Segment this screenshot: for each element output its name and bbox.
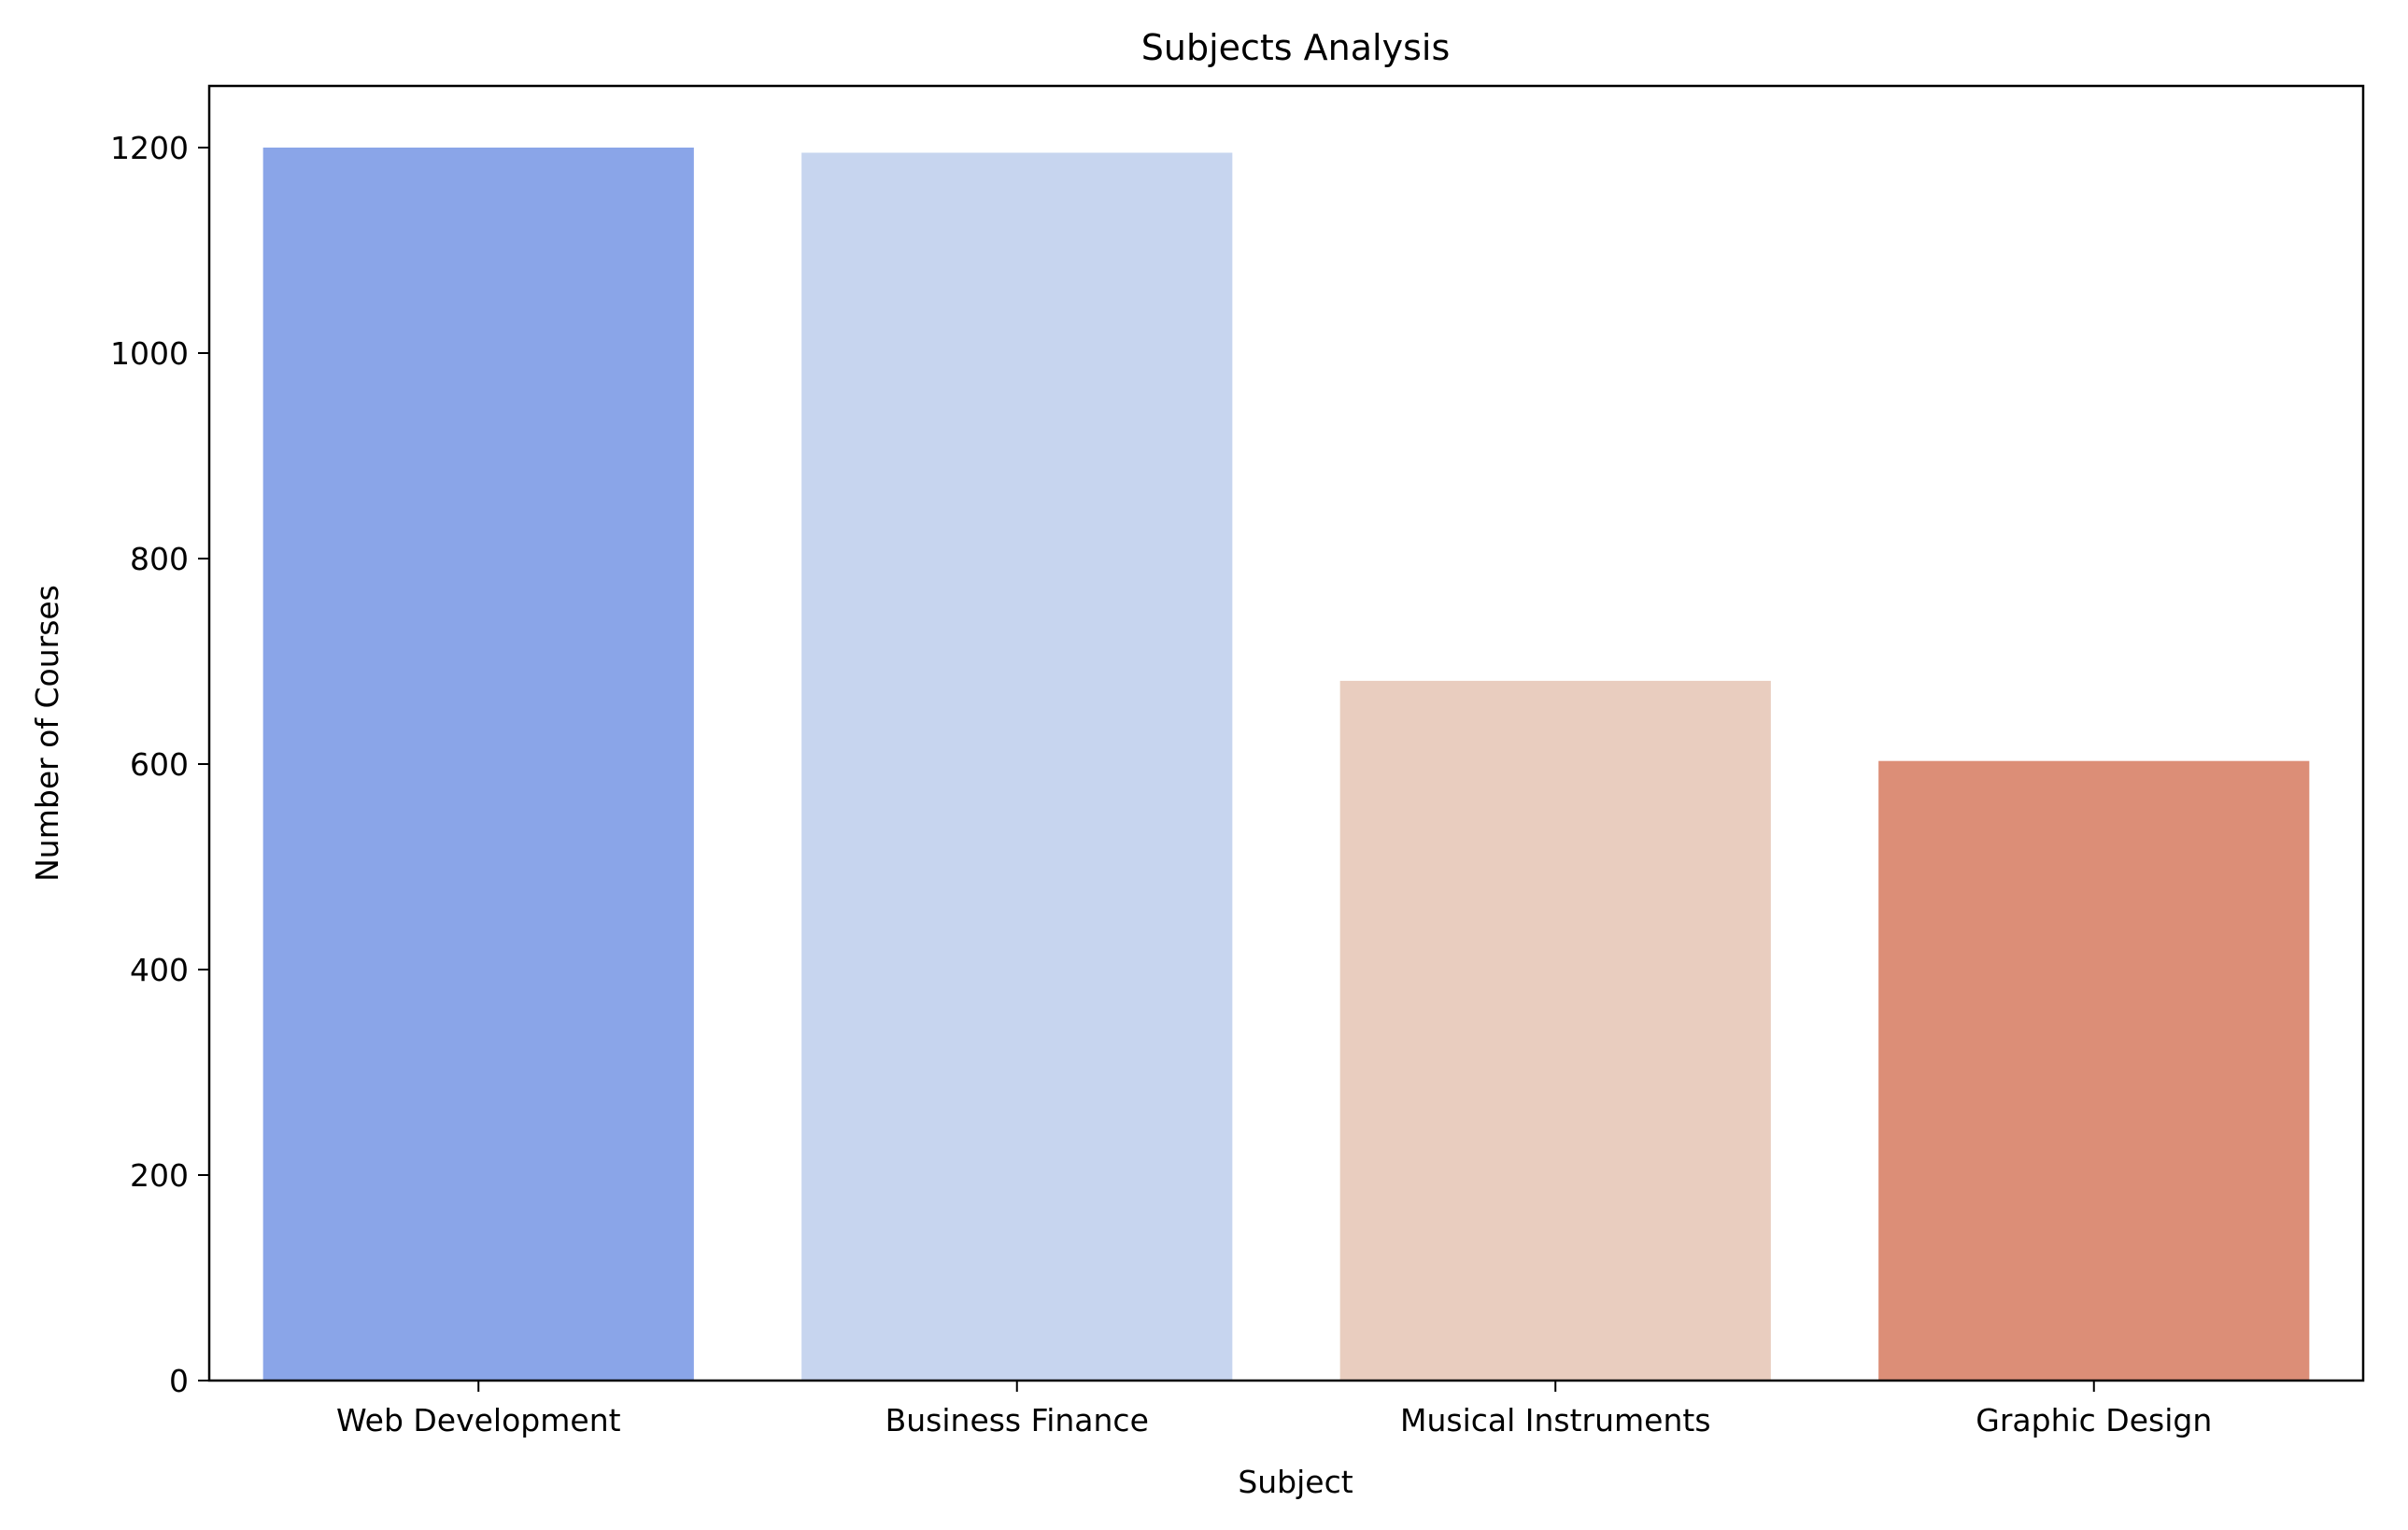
y-tick-label: 400: [130, 952, 189, 988]
y-axis-label: Number of Courses: [29, 585, 65, 882]
y-tick-label: 0: [169, 1363, 189, 1399]
bar-web-development: [262, 148, 694, 1381]
y-axis: 0 200 400 600 800 1000 1200: [110, 130, 209, 1399]
x-axis-label: Subject: [1238, 1464, 1353, 1500]
x-tick-label: Web Development: [336, 1402, 621, 1438]
bar-musical-instruments: [1339, 680, 1771, 1381]
y-tick-label: 1200: [110, 130, 189, 166]
y-tick-label: 800: [130, 541, 189, 577]
plot-frame: [207, 84, 2365, 1382]
x-axis: Web Development Business Finance Musical I…: [336, 1381, 2212, 1438]
y-tick-label: 1000: [110, 335, 189, 372]
x-tick-label: Business Finance: [885, 1402, 1149, 1438]
y-tick-label: 200: [130, 1157, 189, 1194]
chart-title: Subjects Analysis: [1141, 27, 1451, 68]
bars-layer: [262, 148, 2310, 1381]
y-tick-label: 600: [130, 746, 189, 783]
bar-business-finance: [801, 152, 1233, 1381]
x-tick-label: Graphic Design: [1976, 1402, 2212, 1438]
bar-graphic-design: [1878, 760, 2310, 1381]
x-tick-label: Musical Instruments: [1400, 1402, 1711, 1438]
